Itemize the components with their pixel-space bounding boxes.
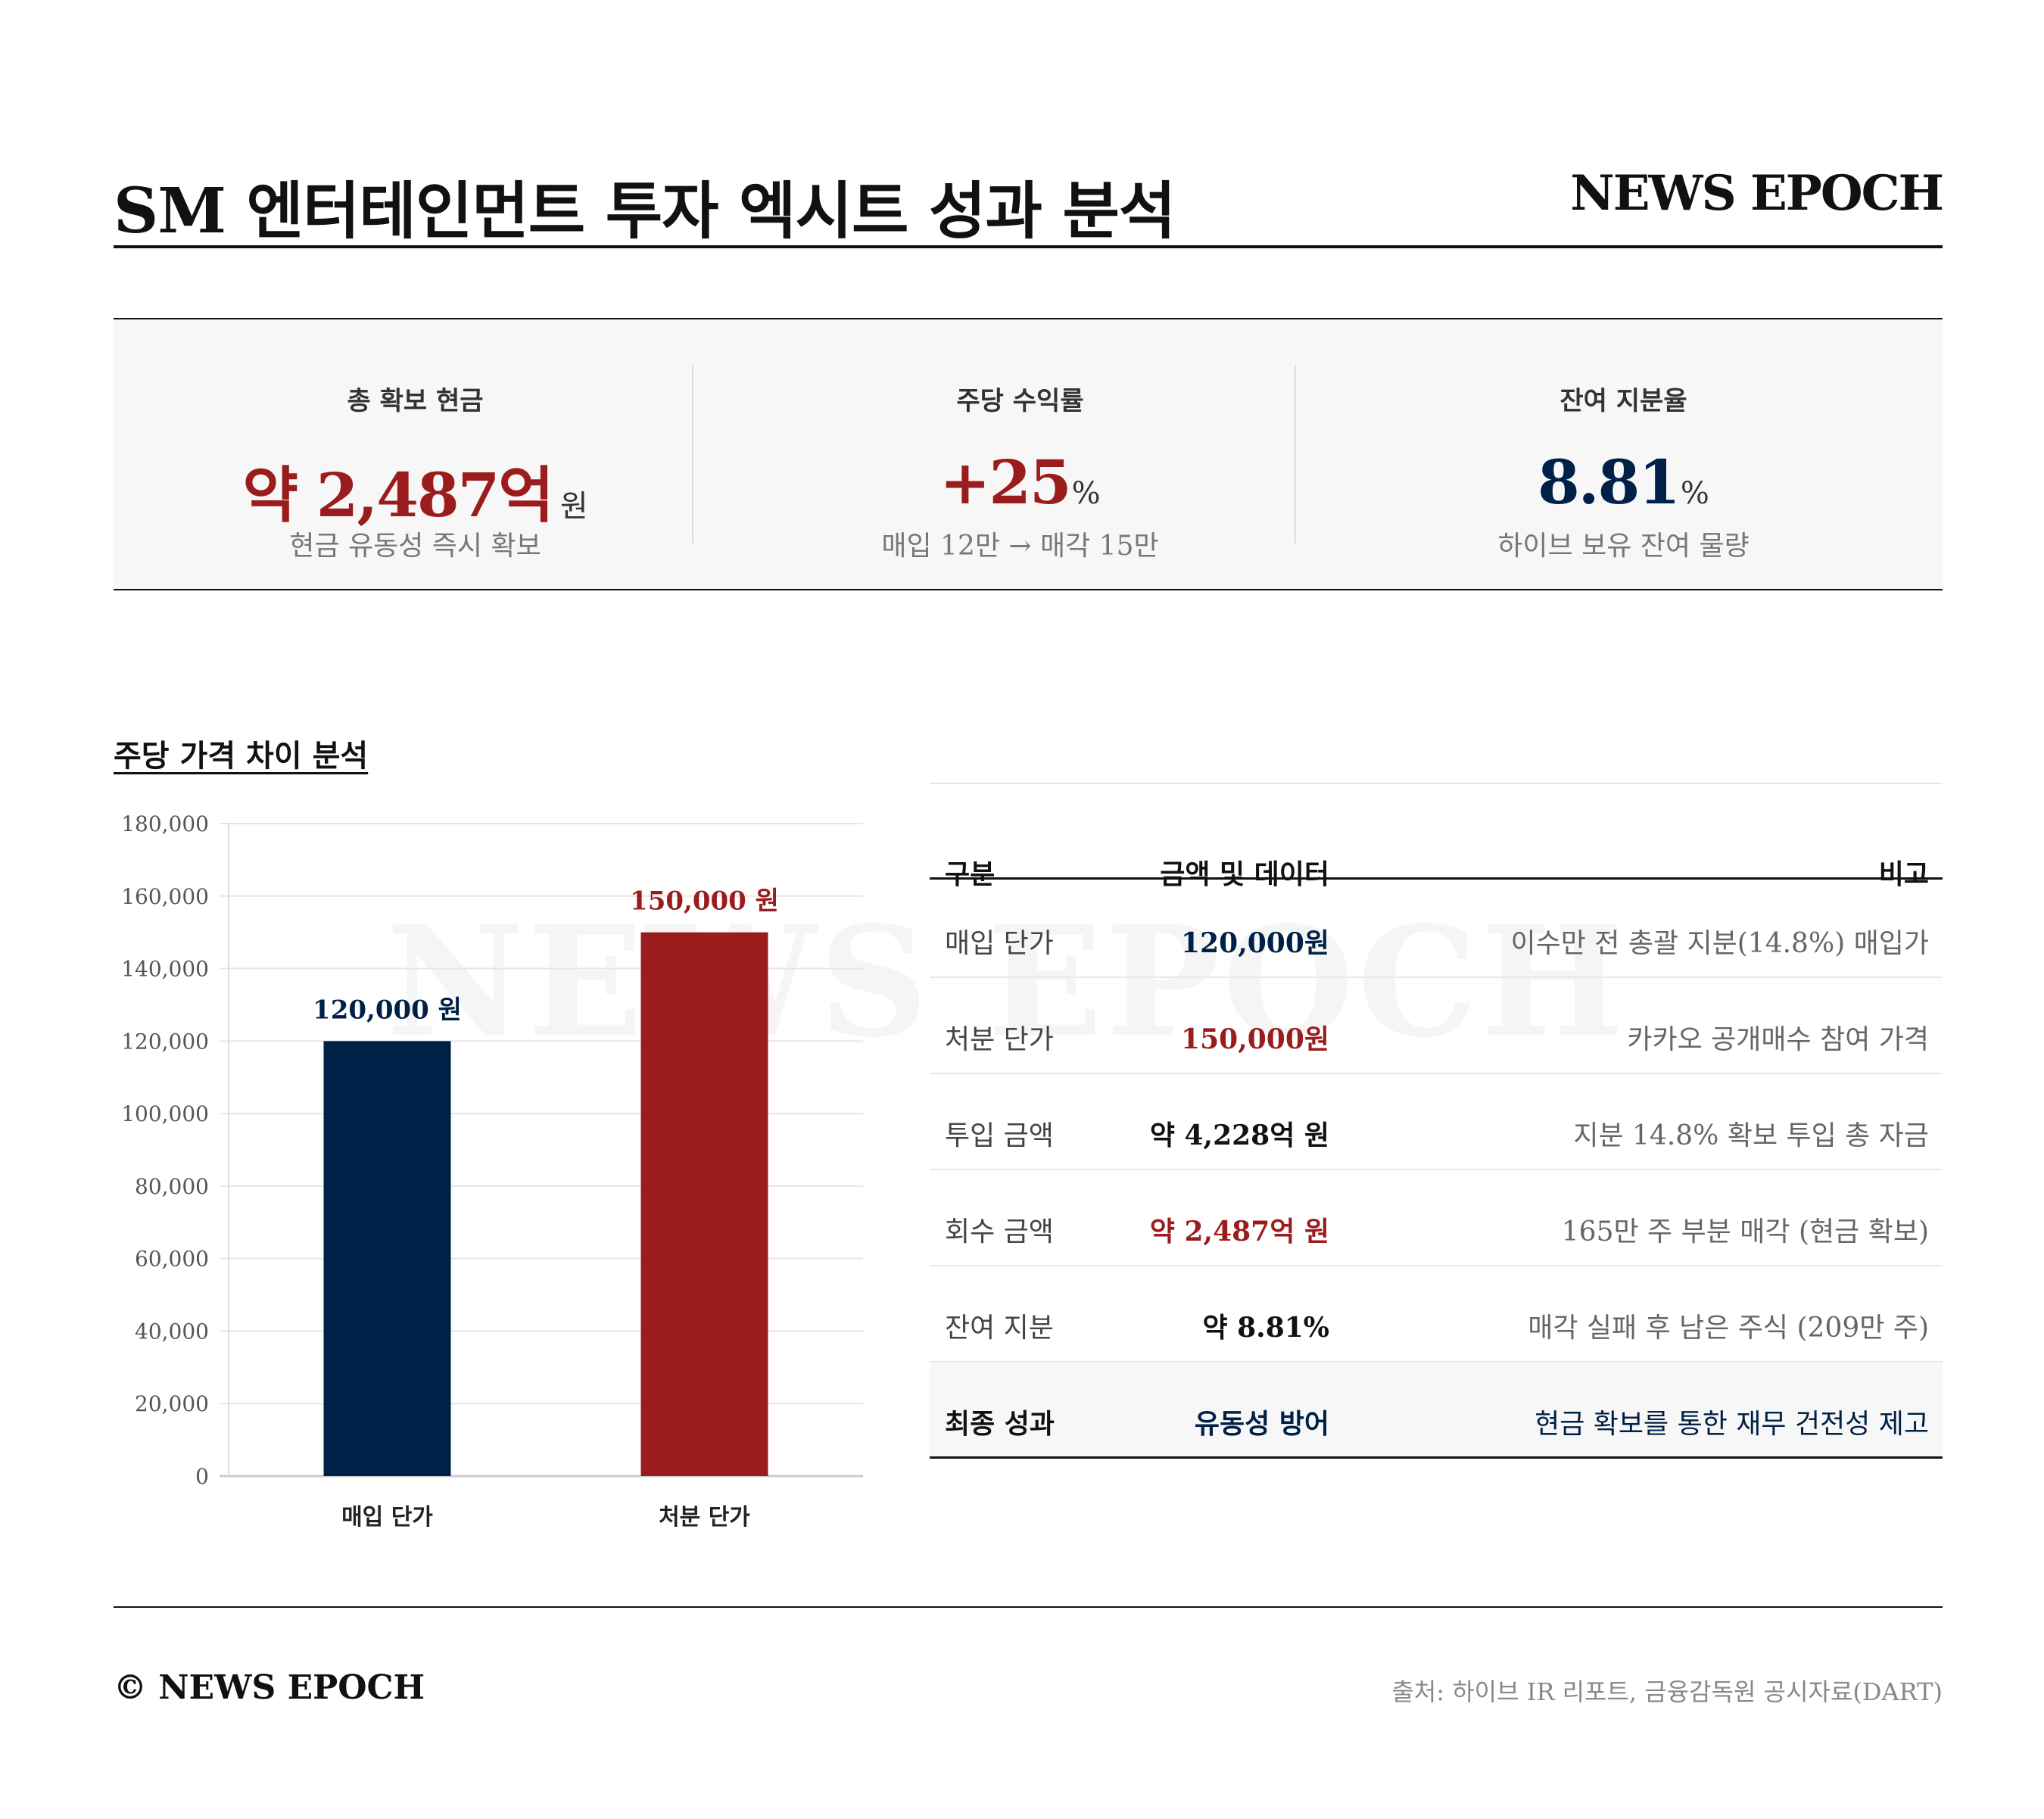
table-row: 처분 단가 150,000원 카카오 공개매수 참여 가격 <box>930 978 1943 1074</box>
y-tick-label: 180,000 <box>121 811 209 836</box>
row-label: 회수 금액 <box>945 1216 1054 1247</box>
header-category: 구분 <box>945 858 996 890</box>
kpi-unit: 원 <box>559 489 588 524</box>
row-label: 투입 금액 <box>945 1120 1054 1151</box>
y-tick-label: 100,000 <box>121 1101 209 1126</box>
kpi-unit: % <box>1680 476 1709 511</box>
kpi-label: 주당 수익률 <box>956 386 1084 416</box>
row-note: 카카오 공개매수 참여 가격 <box>1627 1024 1929 1055</box>
y-tick-label: 40,000 <box>135 1319 209 1344</box>
kpi-label: 총 확보 현금 <box>347 386 484 416</box>
bar-data-label: 120,000 원 <box>313 995 462 1025</box>
y-tick-label: 0 <box>195 1464 209 1489</box>
table-row: 회수 금액 약 2,487억 원 165만 주 부분 매각 (현금 확보) <box>930 1170 1943 1266</box>
bar-data-label: 150,000 원 <box>630 886 779 917</box>
y-tick-label: 20,000 <box>135 1391 209 1416</box>
table-row: 잔여 지분 약 8.81% 매각 실패 후 남은 주식 (209만 주) <box>930 1266 1943 1363</box>
kpi-return-per-share: 주당 수익률 +25% 매입 12만 → 매각 15만 <box>718 319 1322 589</box>
y-tick-label: 60,000 <box>135 1247 209 1272</box>
y-tick-label: 120,000 <box>121 1029 209 1054</box>
kpi-number: +25 <box>939 447 1071 518</box>
kpi-remaining-stake: 잔여 지분율 8.81% 하이브 보유 잔여 물량 <box>1322 319 1925 589</box>
price-bar-chart: 0 20,000 40,000 60,000 80,000 100,000 120,000 1… <box>114 802 871 1544</box>
source-note: 출처: 하이브 IR 리포트, 금융감독원 공시자료(DART) <box>1391 1677 1943 1706</box>
chart-canvas: 0 20,000 40,000 60,000 80,000 100,000 120,000 1… <box>121 811 863 1531</box>
kpi-label: 잔여 지분율 <box>1559 386 1687 416</box>
bar-1 <box>323 1041 451 1476</box>
y-tick-label: 160,000 <box>121 884 209 909</box>
kpi-divider <box>692 365 693 544</box>
row-value: 약 8.81% <box>1202 1312 1329 1344</box>
kpi-divider <box>1295 365 1296 544</box>
header-note: 비고 <box>1878 858 1929 890</box>
kpi-number: 8.81 <box>1538 447 1681 518</box>
table-row: 매입 단가 120,000원 이수만 전 총괄 지분(14.8%) 매입가 <box>930 882 1943 978</box>
table-row: 투입 금액 약 4,228억 원 지분 14.8% 확보 투입 총 자금 <box>930 1074 1943 1170</box>
x-category-label: 처분 단가 <box>659 1504 750 1531</box>
kpi-number: 약 2,487억 <box>242 459 554 531</box>
header-divider <box>114 245 1943 248</box>
row-note: 매각 실패 후 남은 주식 (209만 주) <box>1528 1313 1929 1344</box>
kpi-value: 약 2,487억 원 <box>114 447 717 534</box>
row-label: 매입 단가 <box>945 928 1054 959</box>
bar-2 <box>640 932 768 1476</box>
table-final-row: 최종 성과 유동성 방어 현금 확보를 통한 재무 건전성 제고 <box>930 1363 1943 1459</box>
page-title: SM 엔터테인먼트 투자 엑시트 성과 분석 <box>114 175 1176 248</box>
row-value: 약 4,228억 원 <box>1149 1120 1329 1151</box>
kpi-subtext: 하이브 보유 잔여 물량 <box>1497 531 1750 562</box>
final-label: 최종 성과 <box>945 1408 1055 1440</box>
row-label: 잔여 지분 <box>945 1313 1054 1344</box>
section-title: 주당 가격 차이 분석 <box>114 738 369 774</box>
kpi-summary-panel: 총 확보 현금 약 2,487억 원 현금 유동성 즉시 확보 주당 수익률 +2… <box>114 318 1943 590</box>
row-note: 이수만 전 총괄 지분(14.8%) 매입가 <box>1510 928 1929 959</box>
row-value: 120,000원 <box>1181 927 1329 959</box>
row-label: 처분 단가 <box>945 1024 1054 1055</box>
row-value: 150,000원 <box>1181 1023 1329 1055</box>
y-tick-label: 80,000 <box>135 1174 209 1199</box>
row-note: 지분 14.8% 확보 투입 총 자금 <box>1573 1120 1929 1151</box>
kpi-value: 8.81% <box>1322 447 1925 518</box>
footer-divider <box>114 1606 1943 1608</box>
row-note: 165만 주 부분 매각 (현금 확보) <box>1561 1216 1929 1247</box>
header-amount: 금액 및 데이터 <box>1160 858 1329 890</box>
table-header: 구분 금액 및 데이터 비고 <box>930 815 1943 890</box>
kpi-value: +25% <box>718 447 1322 518</box>
brand-logo: NEWS EPOCH <box>1570 165 1944 222</box>
table-top-rule <box>930 783 1943 784</box>
kpi-subtext: 현금 유동성 즉시 확보 <box>289 531 541 562</box>
x-category-label: 매입 단가 <box>341 1504 433 1531</box>
final-value: 유동성 방어 <box>1194 1408 1329 1440</box>
kpi-total-cash: 총 확보 현금 약 2,487억 원 현금 유동성 즉시 확보 <box>114 319 717 589</box>
y-tick-label: 140,000 <box>121 957 209 982</box>
kpi-unit: % <box>1071 476 1101 511</box>
kpi-subtext: 매입 12만 → 매각 15만 <box>881 531 1159 562</box>
row-value: 약 2,487억 원 <box>1149 1216 1329 1247</box>
copyright: © NEWS EPOCH <box>114 1668 425 1707</box>
final-note: 현금 확보를 통한 재무 건전성 제고 <box>1535 1409 1929 1440</box>
